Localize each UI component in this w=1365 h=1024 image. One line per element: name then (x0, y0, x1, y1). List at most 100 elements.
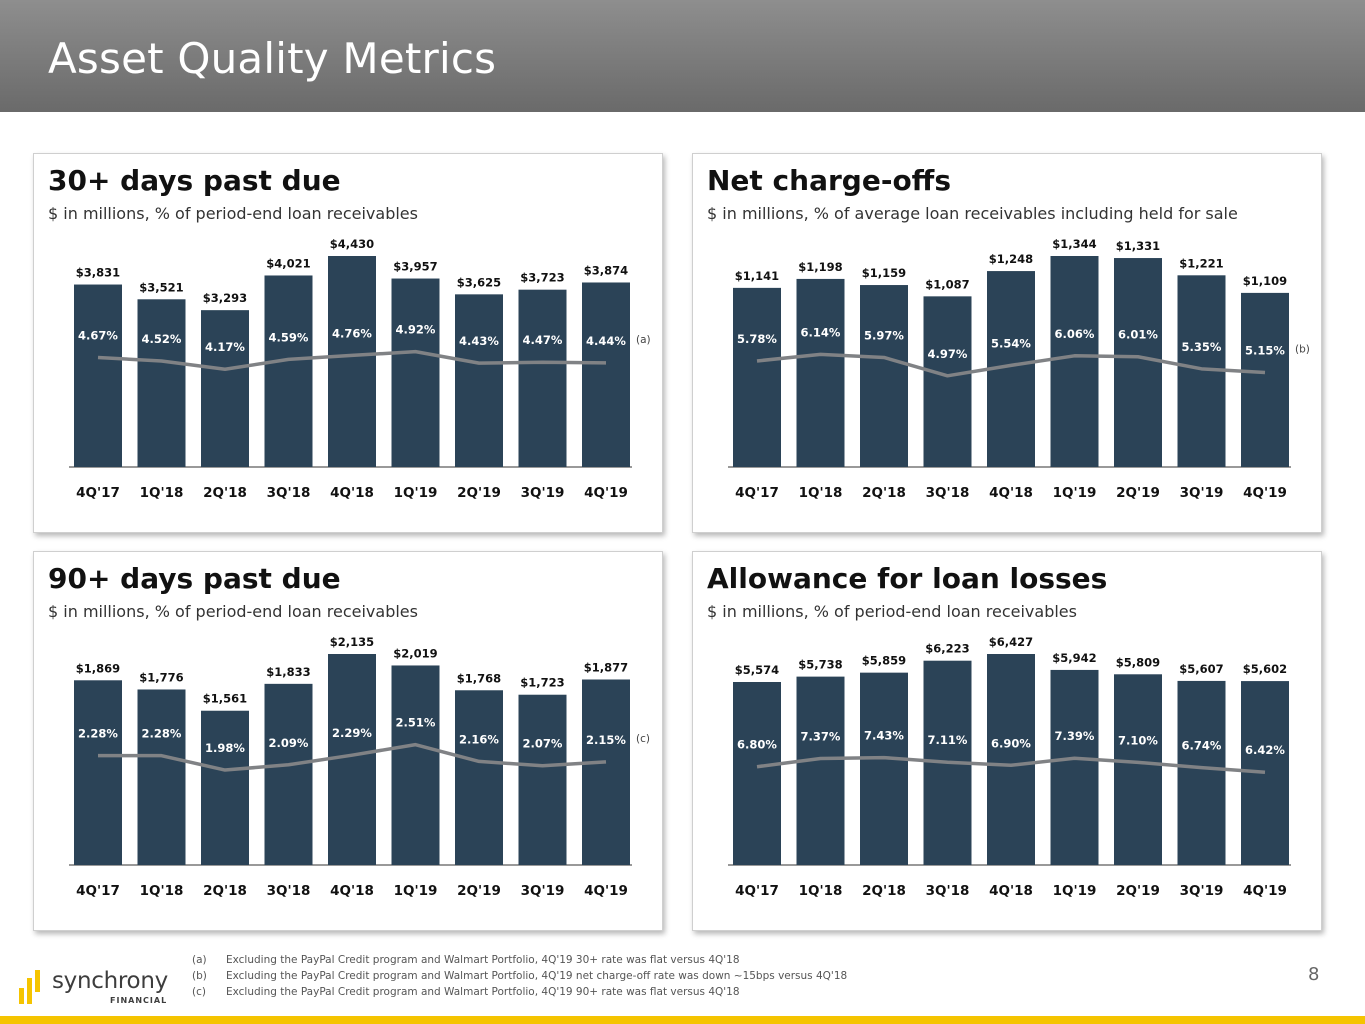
rate-label: 7.37% (801, 729, 841, 743)
x-tick-label: 4Q'18 (989, 485, 1033, 501)
x-tick-label: 3Q'18 (926, 485, 970, 501)
chart-panel-90-plus-days-past-due: 90+ days past due $ in millions, % of pe… (33, 551, 663, 931)
footnote-tag: (c) (192, 986, 206, 998)
bar (518, 289, 567, 467)
bar-value-label: $5,602 (1243, 662, 1287, 676)
x-tick-label: 1Q'18 (140, 883, 184, 899)
bar (796, 278, 845, 467)
bar (733, 682, 781, 865)
bar-value-label: $5,859 (862, 654, 906, 668)
x-tick-label: 1Q'18 (799, 485, 843, 501)
rate-label: 5.54% (991, 336, 1031, 350)
x-tick-label: 3Q'19 (1180, 883, 1224, 899)
bar-value-label: $1,561 (203, 692, 247, 706)
x-tick-label: 3Q'19 (521, 485, 565, 501)
bar-value-label: $1,776 (139, 670, 183, 684)
page-number: 8 (1308, 964, 1320, 985)
footnote: (a) Excluding the PayPal Credit program a… (192, 952, 847, 968)
rate-label: 4.67% (78, 329, 118, 343)
x-tick-label: 4Q'17 (735, 485, 779, 501)
rate-label: 6.90% (991, 736, 1031, 750)
chart-subtitle: $ in millions, % of period-end loan rece… (48, 204, 418, 223)
synchrony-logo: synchrony FINANCIAL (18, 964, 188, 1010)
x-tick-label: 1Q'19 (1053, 485, 1097, 501)
slide-header: Asset Quality Metrics (0, 0, 1365, 112)
bar (391, 278, 440, 467)
rate-label: 7.10% (1118, 733, 1158, 747)
x-tick-label: 4Q'18 (330, 485, 374, 501)
bar-value-label: $5,574 (735, 663, 779, 677)
bar (1114, 258, 1162, 467)
x-tick-label: 4Q'19 (1243, 883, 1287, 899)
bar (264, 683, 313, 865)
chart-90-plus-days-past-due: $1,869 4Q'17 $1,776 1Q'18 $1,561 2Q'18 $1,833 3… (69, 635, 650, 899)
bar (137, 689, 186, 865)
x-tick-label: 2Q'19 (1116, 883, 1160, 899)
bar-value-label: $1,248 (989, 252, 1033, 266)
chart-allowance-for-loan-losses: $5,574 4Q'17 $5,738 1Q'18 $5,859 2Q'18 $6,223 3… (728, 635, 1291, 899)
bar (328, 654, 376, 865)
rate-label: 2.16% (459, 732, 499, 746)
rate-label: 2.15% (586, 733, 626, 747)
chart-panel-net-charge-offs: Net charge-offs $ in millions, % of aver… (692, 153, 1322, 533)
rate-label: 7.39% (1055, 729, 1095, 743)
footnote: (c) Excluding the PayPal Credit program a… (192, 984, 847, 1000)
bar-value-label: $2,019 (393, 646, 437, 660)
x-tick-label: 4Q'19 (1243, 485, 1287, 501)
bar-value-label: $1,159 (862, 266, 906, 280)
bar-value-label: $3,723 (520, 271, 564, 285)
logo-subtitle: FINANCIAL (110, 996, 168, 1005)
bar (582, 679, 630, 865)
bar (796, 676, 845, 865)
footnote: (b) Excluding the PayPal Credit program a… (192, 968, 847, 984)
rate-line (97, 349, 607, 371)
bar (391, 665, 440, 865)
rate-label: 2.28% (142, 727, 182, 741)
rate-label: 6.74% (1182, 739, 1222, 753)
bar-value-label: $1,723 (520, 676, 564, 690)
x-tick-label: 4Q'18 (989, 883, 1033, 899)
rate-line (756, 352, 1266, 378)
bar-value-label: $5,607 (1179, 662, 1223, 676)
rate-label: 6.42% (1245, 743, 1285, 757)
bar (860, 672, 908, 865)
x-tick-label: 4Q'19 (584, 485, 628, 501)
footnote-marker: (b) (1295, 344, 1310, 356)
rate-label: 4.92% (396, 323, 436, 337)
bar (1241, 681, 1289, 865)
x-tick-label: 4Q'17 (76, 485, 120, 501)
bar (1114, 674, 1162, 865)
x-tick-label: 4Q'19 (584, 883, 628, 899)
bar-value-label: $4,430 (330, 237, 374, 251)
x-tick-label: 1Q'18 (140, 485, 184, 501)
chart-title: Net charge-offs (707, 164, 952, 197)
chart-title: 90+ days past due (48, 562, 341, 595)
x-tick-label: 2Q'19 (1116, 485, 1160, 501)
chart-subtitle: $ in millions, % of period-end loan rece… (707, 602, 1077, 621)
footnote-marker: (a) (636, 334, 651, 346)
chart-title: 30+ days past due (48, 164, 341, 197)
bar (987, 654, 1035, 865)
bar-value-label: $2,135 (330, 635, 374, 649)
bar-value-label: $3,874 (584, 263, 628, 277)
footnote-text: Excluding the PayPal Credit program and … (226, 986, 740, 998)
bar-value-label: $5,738 (798, 658, 842, 672)
rate-label: 7.11% (928, 733, 968, 747)
bar (923, 296, 972, 467)
bar-value-label: $1,087 (925, 277, 969, 291)
rate-label: 7.43% (864, 729, 904, 743)
bar-value-label: $4,021 (266, 256, 310, 270)
bar-value-label: $1,221 (1179, 256, 1223, 270)
synchrony-logo-mark-icon (19, 970, 40, 1004)
rate-label: 1.98% (205, 741, 245, 755)
bar (74, 680, 122, 865)
rate-label: 4.44% (586, 334, 626, 348)
chart-net-charge-offs: $1,141 4Q'17 $1,198 1Q'18 $1,159 2Q'18 $1,087 3… (728, 237, 1310, 501)
rate-label: 2.51% (396, 716, 436, 730)
rate-label: 5.35% (1182, 340, 1222, 354)
rate-label: 6.14% (801, 325, 841, 339)
x-tick-label: 2Q'18 (862, 883, 906, 899)
bar (1050, 669, 1099, 865)
footnote-marker: (c) (636, 733, 650, 745)
x-tick-label: 1Q'18 (799, 883, 843, 899)
